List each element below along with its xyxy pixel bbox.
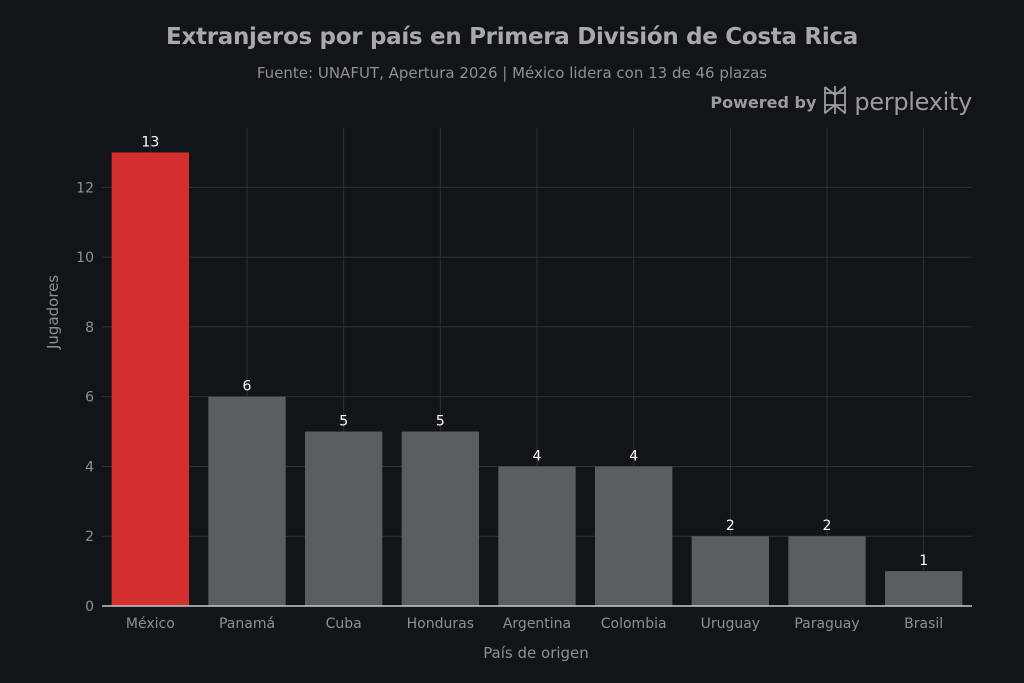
y-tick-label: 0 [85, 599, 94, 615]
data-label: 6 [243, 379, 252, 395]
bar [401, 431, 479, 606]
bar [111, 152, 189, 607]
y-tick-label: 6 [85, 390, 94, 406]
x-tick-label: Uruguay [701, 616, 761, 632]
data-label: 1 [919, 553, 928, 569]
bar [208, 396, 286, 606]
data-label: 2 [823, 518, 832, 534]
powered-by-label: Powered by [710, 92, 817, 112]
y-tick-label: 8 [85, 320, 94, 336]
brand-name: perplexity [854, 88, 972, 116]
y-axis-label: Jugadores [44, 274, 62, 349]
x-tick-label: Colombia [601, 616, 667, 632]
x-tick-label: Honduras [407, 616, 474, 632]
y-tick-label: 12 [76, 180, 94, 196]
x-tick-label: Cuba [326, 616, 362, 632]
y-tick-label: 2 [85, 529, 94, 545]
data-label: 13 [141, 134, 159, 150]
y-tick-label: 4 [85, 459, 94, 475]
data-label: 4 [533, 448, 542, 464]
x-tick-label: México [126, 616, 175, 632]
x-tick-label: Brasil [904, 616, 943, 632]
x-tick-label: Paraguay [794, 616, 859, 632]
powered-by-badge: Powered by perplexity [710, 86, 972, 118]
y-tick-label: 10 [76, 250, 94, 266]
chart-title: Extranjeros por país en Primera División… [166, 24, 858, 50]
bar [498, 466, 576, 606]
data-label: 4 [629, 448, 638, 464]
data-label: 2 [726, 518, 735, 534]
x-axis-label: País de origen [483, 644, 589, 662]
perplexity-logo-icon [822, 84, 848, 120]
data-label: 5 [436, 414, 445, 430]
bar [595, 466, 673, 606]
chart-subtitle: Fuente: UNAFUT, Apertura 2026 | México l… [256, 64, 768, 82]
bar [691, 536, 769, 606]
data-label: 5 [339, 414, 348, 430]
bar [885, 571, 963, 606]
bar [305, 431, 383, 606]
x-tick-label: Panamá [219, 616, 275, 632]
x-tick-label: Argentina [503, 616, 571, 632]
bar [788, 536, 866, 606]
